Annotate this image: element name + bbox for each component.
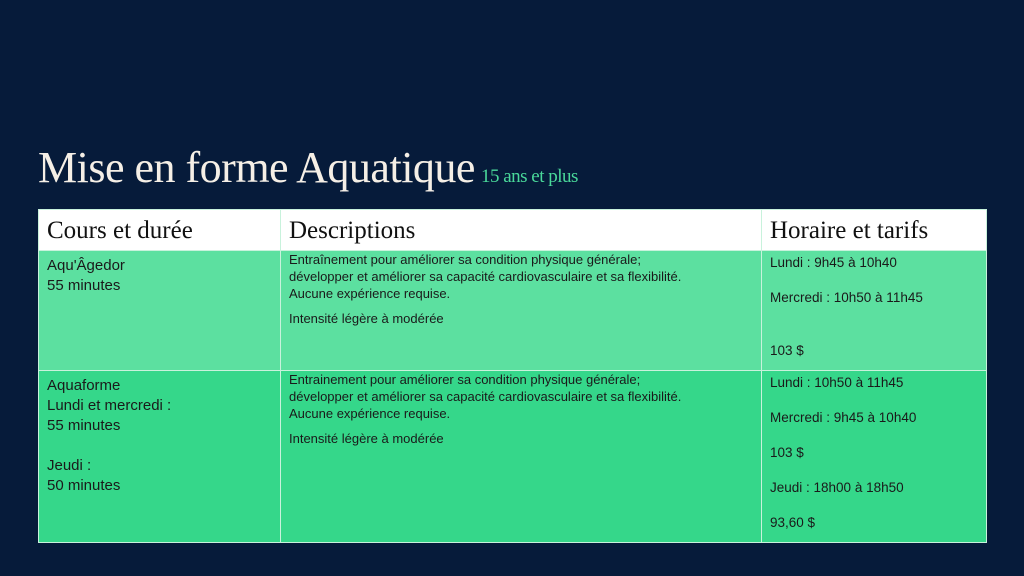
- price: 103 $: [770, 343, 804, 358]
- schedule-cell: Lundi : 10h50 à 11h45 Mercredi : 9h45 à …: [761, 370, 987, 543]
- schedule-item: Lundi : 9h45 à 10h40: [770, 255, 897, 270]
- description-cell: Entrainement pour améliorer sa condition…: [280, 370, 762, 543]
- header-courses: Cours et durée: [38, 209, 281, 251]
- title-text: Mise en forme Aquatique: [38, 143, 475, 192]
- course-cell: Aquaforme Lundi et mercredi : 55 minutes…: [38, 370, 281, 543]
- description-line: Entraînement pour améliorer sa condition…: [289, 252, 641, 267]
- description-line: Aucune expérience requise.: [289, 406, 451, 421]
- course-name: Aqu'Âgedor: [47, 257, 125, 274]
- table-row: Aqu'Âgedor 55 minutes Entraînement pour …: [38, 250, 987, 371]
- schedule-item: Mercredi : 10h50 à 11h45: [770, 290, 923, 305]
- header-schedule: Horaire et tarifs: [761, 209, 987, 251]
- intensity: Intensité légère à modérée: [289, 311, 444, 326]
- description-line: développer et améliorer sa capacité card…: [289, 269, 682, 284]
- intensity: Intensité légère à modérée: [289, 431, 444, 446]
- table-row: Aquaforme Lundi et mercredi : 55 minutes…: [38, 370, 987, 543]
- description-cell: Entraînement pour améliorer sa condition…: [280, 250, 762, 371]
- subtitle: 15 ans et plus: [480, 166, 578, 187]
- courses-table: Cours et durée Descriptions Horaire et t…: [38, 209, 987, 543]
- course-days: Lundi et mercredi :: [47, 397, 172, 414]
- header-descriptions: Descriptions: [280, 209, 762, 251]
- course-duration: 55 minutes: [47, 417, 121, 434]
- price: 93,60 $: [770, 515, 816, 530]
- schedule-cell: Lundi : 9h45 à 10h40 Mercredi : 10h50 à …: [761, 250, 987, 371]
- schedule-item: Lundi : 10h50 à 11h45: [770, 375, 904, 390]
- course-days: Jeudi :: [47, 457, 92, 474]
- course-duration: 55 minutes: [47, 277, 121, 294]
- course-name: Aquaforme: [47, 377, 121, 394]
- price: 103 $: [770, 445, 804, 460]
- table-header: Cours et durée Descriptions Horaire et t…: [38, 209, 987, 251]
- description-line: développer et améliorer sa capacité card…: [289, 389, 682, 404]
- schedule-item: Jeudi : 18h00 à 18h50: [770, 480, 904, 495]
- course-duration: 50 minutes: [47, 477, 121, 494]
- course-cell: Aqu'Âgedor 55 minutes: [38, 250, 281, 371]
- description-line: Entrainement pour améliorer sa condition…: [289, 372, 641, 387]
- description-line: Aucune expérience requise.: [289, 286, 451, 301]
- schedule-item: Mercredi : 9h45 à 10h40: [770, 410, 917, 425]
- page-title: Mise en forme Aquatique 15 ans et plus: [38, 142, 578, 193]
